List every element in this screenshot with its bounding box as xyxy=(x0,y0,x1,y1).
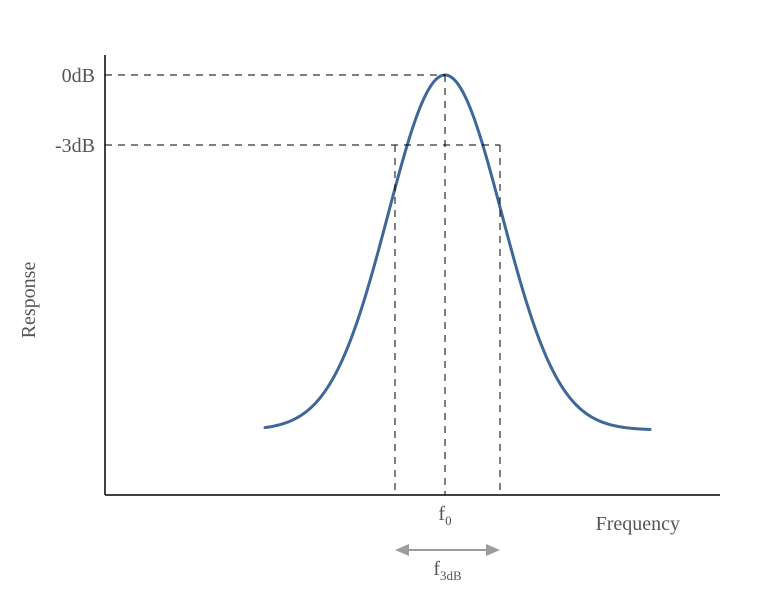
y-axis-label: Response xyxy=(18,262,40,339)
f3db-arrow-right-head xyxy=(486,544,500,556)
y-tick-label-0: 0dB xyxy=(62,65,95,87)
response-curve xyxy=(265,75,650,429)
bandpass-response-chart: 0dB -3dB Frequency Response f0 f3dB xyxy=(0,0,762,606)
f3db-arrow-left-head xyxy=(395,544,409,556)
x-axis-label: Frequency xyxy=(596,513,680,535)
f0-label: f0 xyxy=(438,503,451,528)
f3db-label: f3dB xyxy=(433,558,462,583)
y-tick-label-1: -3dB xyxy=(55,135,95,157)
